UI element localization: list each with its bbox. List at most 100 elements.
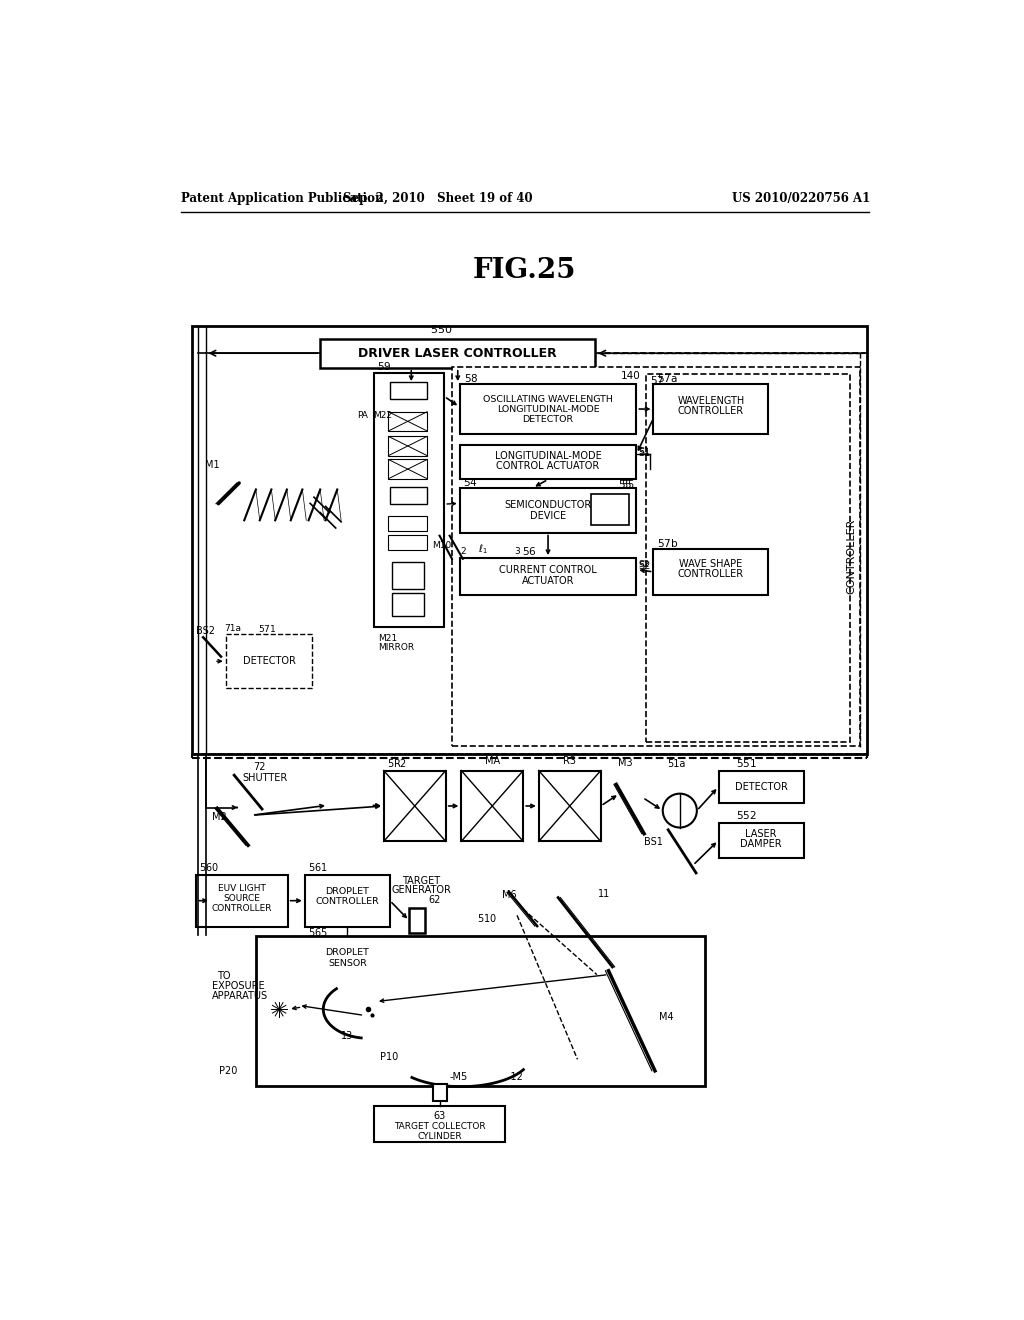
Text: $\mathsf{\mathit{5}}$7a: $\mathsf{\mathit{5}}$7a	[656, 372, 677, 384]
Text: CONTROLLER: CONTROLLER	[678, 407, 743, 416]
Text: TARGET COLLECTOR: TARGET COLLECTOR	[394, 1122, 485, 1131]
Text: MA: MA	[484, 756, 500, 767]
Bar	[225, 635, 312, 688]
Bar	[197, 874, 288, 927]
Text: CONTROLLER: CONTROLLER	[315, 898, 379, 906]
Text: P10: P10	[380, 1052, 398, 1063]
Text: LONGITUDINAL-MODE: LONGITUDINAL-MODE	[495, 451, 601, 462]
Text: S2: S2	[639, 561, 651, 570]
Bar	[653, 549, 768, 595]
Text: EUV LIGHT: EUV LIGHT	[218, 884, 266, 892]
Text: $\mathsf{\mathit{5}}$6: $\mathsf{\mathit{5}}$6	[521, 545, 537, 557]
Bar	[653, 384, 768, 434]
Text: 62: 62	[429, 895, 441, 906]
Text: DROPLET: DROPLET	[326, 887, 370, 896]
Bar	[646, 374, 850, 742]
Text: 11: 11	[598, 888, 610, 899]
Text: $\mathsf{\mathit{5}}$10: $\mathsf{\mathit{5}}$10	[477, 912, 497, 924]
Text: $\mathsf{\mathit{5}}$50: $\mathsf{\mathit{5}}$50	[430, 323, 453, 335]
Text: M3: M3	[617, 758, 633, 768]
Bar	[461, 771, 523, 841]
Text: $\mathsf{\mathit{5}}$61: $\mathsf{\mathit{5}}$61	[308, 861, 328, 873]
Text: Patent Application Publication: Patent Application Publication	[180, 191, 383, 205]
Text: BS1: BS1	[644, 837, 663, 847]
Text: $\mathsf{\mathit{5}}$5: $\mathsf{\mathit{5}}$5	[622, 478, 635, 490]
Text: LASER: LASER	[745, 829, 777, 840]
Text: DETECTOR: DETECTOR	[243, 656, 296, 667]
Bar	[460, 488, 636, 533]
Text: CURRENT CONTROL: CURRENT CONTROL	[499, 565, 597, 576]
Text: CONTROLLER: CONTROLLER	[212, 904, 272, 913]
Text: $\mathsf{\mathit{5}}$51: $\mathsf{\mathit{5}}$51	[735, 756, 757, 768]
Text: LONGITUDINAL-MODE: LONGITUDINAL-MODE	[497, 405, 599, 414]
Text: 63: 63	[433, 1111, 445, 1121]
Bar	[719, 822, 804, 858]
Bar	[388, 516, 427, 531]
Bar	[321, 339, 595, 368]
Bar	[384, 771, 445, 841]
Text: S1: S1	[639, 447, 651, 458]
Text: $\mathsf{\mathit{5}}$60: $\mathsf{\mathit{5}}$60	[200, 861, 219, 873]
Text: ACTUATOR: ACTUATOR	[522, 576, 574, 586]
Text: 3: 3	[514, 546, 520, 556]
Text: M4: M4	[658, 1012, 674, 1022]
Bar	[391, 593, 424, 615]
Text: SENSOR: SENSOR	[328, 958, 367, 968]
Text: 71a: 71a	[224, 623, 241, 632]
Text: 13: 13	[341, 1031, 353, 1041]
Text: EXPOSURE: EXPOSURE	[212, 981, 264, 991]
Text: Sep. 2, 2010   Sheet 19 of 40: Sep. 2, 2010 Sheet 19 of 40	[343, 191, 532, 205]
Text: $\mathsf{\mathit{5}}$9: $\mathsf{\mathit{5}}$9	[377, 360, 391, 372]
Text: R3: R3	[563, 756, 577, 767]
Text: WAVE SHAPE: WAVE SHAPE	[679, 560, 742, 569]
Text: $\mathsf{\mathit{5}}$5: $\mathsf{\mathit{5}}$5	[618, 478, 633, 490]
Bar	[305, 874, 390, 927]
Text: M6: M6	[502, 890, 516, 900]
Text: DRIVER LASER CONTROLLER: DRIVER LASER CONTROLLER	[358, 347, 557, 360]
Text: DETECTOR: DETECTOR	[522, 414, 573, 424]
Text: SOURCE: SOURCE	[223, 894, 260, 903]
Bar	[191, 326, 867, 754]
Bar	[592, 494, 629, 525]
Bar	[460, 558, 636, 595]
Text: OSCILLATING WAVELENGTH: OSCILLATING WAVELENGTH	[483, 395, 613, 404]
Text: P20: P20	[219, 1065, 237, 1076]
Text: -12: -12	[508, 1072, 523, 1082]
Bar	[256, 936, 706, 1086]
Bar	[391, 562, 424, 589]
Bar	[388, 459, 427, 479]
Bar	[390, 487, 427, 504]
Bar	[460, 384, 636, 434]
Text: 72: 72	[254, 763, 266, 772]
Text: DAMPER: DAMPER	[740, 840, 782, 850]
Text: $\mathsf{\mathit{5}}$8: $\mathsf{\mathit{5}}$8	[464, 372, 478, 384]
Bar	[539, 771, 601, 841]
Text: M1: M1	[206, 459, 220, 470]
Bar	[388, 535, 427, 550]
Text: $\mathsf{\mathit{5}}$7b: $\mathsf{\mathit{5}}$7b	[656, 537, 678, 549]
Bar	[388, 437, 427, 455]
Text: S1: S1	[638, 446, 649, 455]
Text: M22: M22	[373, 411, 392, 420]
Text: US 2010/0220756 A1: US 2010/0220756 A1	[732, 191, 870, 205]
Bar	[305, 940, 390, 977]
Bar	[388, 412, 427, 430]
Text: $\mathsf{\mathit{5}}$R2: $\mathsf{\mathit{5}}$R2	[387, 756, 408, 768]
Bar	[375, 1106, 505, 1143]
Text: PA: PA	[357, 411, 369, 420]
Text: $\mathsf{\mathit{5}}$71: $\mathsf{\mathit{5}}$71	[258, 623, 276, 634]
Bar	[375, 374, 444, 627]
Bar	[460, 445, 636, 479]
Bar	[410, 908, 425, 933]
Text: M10: M10	[432, 541, 452, 550]
Bar	[719, 771, 804, 803]
Text: BS2: BS2	[197, 626, 215, 636]
Text: MIRROR: MIRROR	[378, 643, 415, 652]
Text: DEVICE: DEVICE	[530, 511, 566, 520]
Text: 51a: 51a	[668, 759, 686, 770]
Text: DROPLET: DROPLET	[326, 948, 370, 957]
Text: TO: TO	[217, 972, 230, 981]
Text: CYLINDER: CYLINDER	[417, 1131, 462, 1140]
Text: TARGET: TARGET	[401, 875, 440, 886]
Text: $\mathsf{\mathit{5}}$4: $\mathsf{\mathit{5}}$4	[463, 475, 477, 488]
